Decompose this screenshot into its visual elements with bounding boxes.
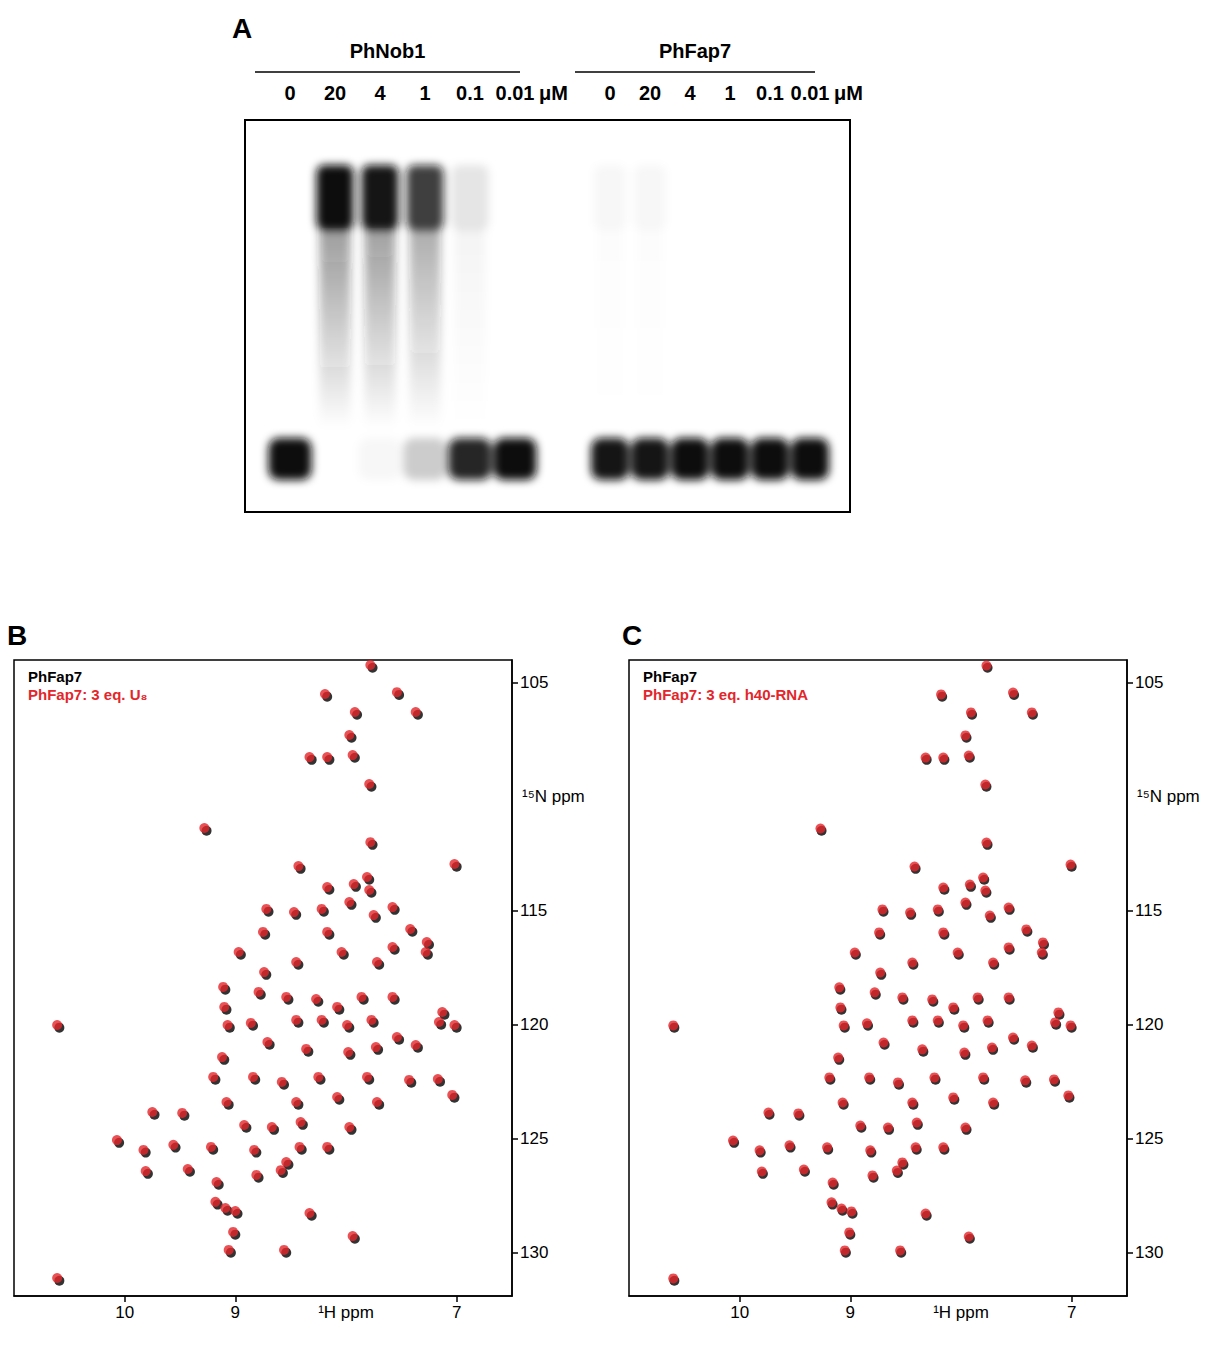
svg-text:130: 130 bbox=[520, 1243, 548, 1262]
svg-text:A: A bbox=[232, 13, 252, 44]
svg-text:20: 20 bbox=[324, 82, 346, 104]
svg-text:C: C bbox=[622, 620, 642, 651]
svg-text:10: 10 bbox=[115, 1303, 134, 1322]
svg-text:PhFap7: 3 eq. U₈: PhFap7: 3 eq. U₈ bbox=[28, 686, 148, 703]
svg-text:0.1: 0.1 bbox=[756, 82, 784, 104]
svg-text:130: 130 bbox=[1135, 1243, 1163, 1262]
svg-text:μM: μM bbox=[834, 82, 863, 104]
svg-text:PhNob1: PhNob1 bbox=[350, 40, 426, 62]
svg-text:7: 7 bbox=[452, 1303, 461, 1322]
svg-text:¹⁵N ppm: ¹⁵N ppm bbox=[1137, 787, 1200, 806]
svg-text:9: 9 bbox=[231, 1303, 240, 1322]
svg-text:1: 1 bbox=[724, 82, 735, 104]
svg-text:0.1: 0.1 bbox=[456, 82, 484, 104]
svg-text:μM: μM bbox=[539, 82, 568, 104]
svg-text:PhFap7: PhFap7 bbox=[28, 668, 82, 685]
svg-text:105: 105 bbox=[1135, 673, 1163, 692]
svg-text:125: 125 bbox=[520, 1129, 548, 1148]
svg-text:120: 120 bbox=[520, 1015, 548, 1034]
svg-text:120: 120 bbox=[1135, 1015, 1163, 1034]
svg-text:0.01: 0.01 bbox=[496, 82, 535, 104]
svg-text:105: 105 bbox=[520, 673, 548, 692]
svg-text:0: 0 bbox=[604, 82, 615, 104]
svg-text:¹H ppm: ¹H ppm bbox=[933, 1303, 989, 1322]
svg-text:20: 20 bbox=[639, 82, 661, 104]
svg-text:PhFap7: PhFap7 bbox=[659, 40, 731, 62]
svg-text:4: 4 bbox=[374, 82, 386, 104]
svg-text:9: 9 bbox=[846, 1303, 855, 1322]
svg-text:PhFap7: 3 eq. h40-RNA: PhFap7: 3 eq. h40-RNA bbox=[643, 686, 808, 703]
svg-text:115: 115 bbox=[1135, 901, 1162, 920]
svg-text:0.01: 0.01 bbox=[791, 82, 830, 104]
svg-text:¹H ppm: ¹H ppm bbox=[318, 1303, 374, 1322]
svg-text:125: 125 bbox=[1135, 1129, 1163, 1148]
svg-text:1: 1 bbox=[419, 82, 430, 104]
svg-text:¹⁵N ppm: ¹⁵N ppm bbox=[522, 787, 585, 806]
svg-text:10: 10 bbox=[730, 1303, 749, 1322]
svg-text:4: 4 bbox=[684, 82, 696, 104]
svg-text:115: 115 bbox=[520, 901, 547, 920]
svg-text:7: 7 bbox=[1067, 1303, 1076, 1322]
svg-text:B: B bbox=[7, 620, 27, 651]
svg-text:0: 0 bbox=[284, 82, 295, 104]
svg-text:PhFap7: PhFap7 bbox=[643, 668, 697, 685]
